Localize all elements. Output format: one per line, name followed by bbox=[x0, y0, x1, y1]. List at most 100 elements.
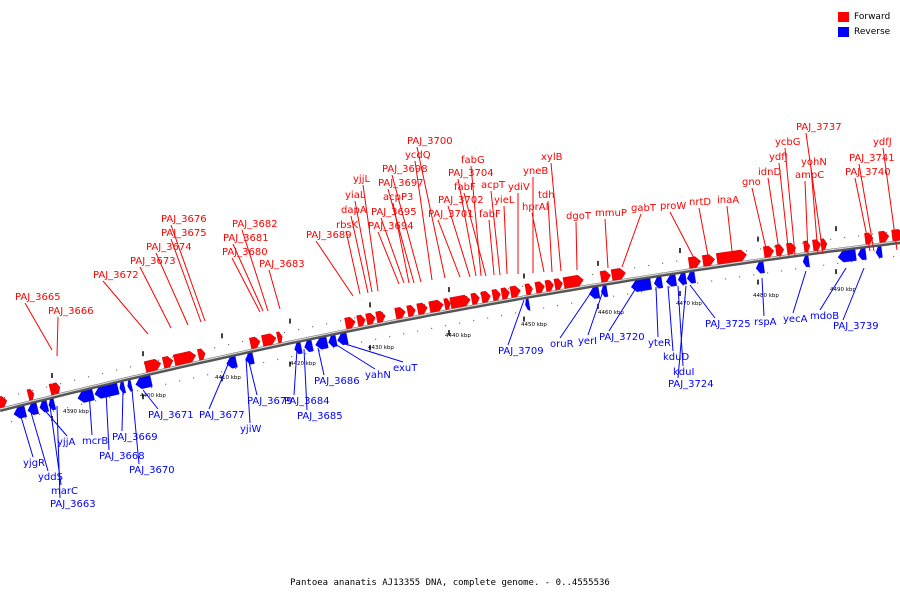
forward-gene-label: PAJ_3673 bbox=[130, 256, 176, 267]
forward-gene-label-leader bbox=[350, 215, 369, 294]
forward-gene-label-leader bbox=[804, 180, 809, 255]
forward-gene-label-leader bbox=[457, 178, 477, 277]
forward-gene-arrow bbox=[524, 283, 533, 296]
scale-dot bbox=[263, 361, 265, 364]
reverse-gene-arrow bbox=[39, 400, 50, 413]
tick-label: 4480 kbp bbox=[753, 293, 779, 299]
dna-backbone-highlight bbox=[0, 240, 900, 410]
scale-dot bbox=[46, 386, 48, 388]
reverse-gene-arrow bbox=[27, 402, 40, 416]
scale-dot bbox=[669, 286, 671, 288]
reverse-gene-label: PAJ_3679 bbox=[247, 396, 293, 407]
forward-gene-arrow bbox=[375, 310, 386, 323]
forward-gene-arrow bbox=[500, 287, 510, 300]
scale-dot bbox=[508, 288, 510, 290]
scale-dot bbox=[795, 268, 797, 270]
reverse-gene-label: yahN bbox=[365, 370, 391, 381]
reverse-gene-arrow bbox=[665, 274, 678, 287]
reverse-gene-label: yteR bbox=[648, 338, 671, 349]
scale-dot bbox=[319, 350, 321, 352]
forward-gene-label-leader bbox=[531, 212, 545, 273]
forward-gene-label-leader bbox=[575, 221, 578, 271]
reverse-gene-arrow bbox=[304, 340, 314, 353]
reverse-gene-label-leader bbox=[293, 348, 298, 396]
forward-gene-label: yohN bbox=[801, 157, 827, 168]
reverse-gene-label-leader bbox=[842, 267, 865, 321]
forward-gene-label: fabG bbox=[461, 155, 485, 166]
scale-dot bbox=[774, 246, 776, 248]
forward-gene-label: fabF bbox=[454, 182, 476, 193]
scale-dot bbox=[893, 255, 895, 257]
forward-gene-label: gno bbox=[742, 177, 761, 188]
reverse-gene-label: oruR bbox=[550, 339, 574, 350]
reverse-gene-arrow bbox=[13, 405, 27, 419]
reverse-gene-label: kduI bbox=[673, 367, 694, 378]
scale-dot bbox=[207, 374, 209, 376]
scale-dot bbox=[571, 302, 573, 304]
forward-gene-label-leader bbox=[377, 231, 400, 285]
forward-gene-label: PAJ_3689 bbox=[306, 230, 352, 241]
scale-dot bbox=[683, 284, 685, 286]
forward-gene-label-leader bbox=[550, 162, 562, 272]
forward-gene-label-leader bbox=[391, 174, 422, 283]
forward-gene-label: idnD bbox=[758, 167, 781, 178]
forward-gene-label-leader bbox=[810, 167, 819, 255]
reverse-gene-label-leader bbox=[88, 391, 93, 436]
scale-dot bbox=[529, 309, 531, 311]
scale-dot bbox=[613, 295, 615, 297]
forward-gene-label: yneB bbox=[523, 166, 548, 177]
reverse-gene-label: PAJ_3739 bbox=[833, 321, 879, 332]
forward-gene-label-leader bbox=[784, 147, 796, 256]
reverse-gene-label-leader bbox=[667, 285, 674, 352]
forward-gene-label-leader bbox=[698, 207, 710, 262]
reverse-gene-arrow bbox=[328, 335, 338, 348]
forward-gene-arrow bbox=[443, 298, 451, 310]
forward-gene-arrow bbox=[161, 356, 174, 369]
scale-dot bbox=[522, 285, 524, 287]
scale-dot bbox=[67, 407, 69, 409]
forward-gene-arrow bbox=[687, 256, 701, 269]
forward-gene-label-leader bbox=[387, 188, 415, 284]
scale-dot bbox=[662, 262, 664, 264]
reverse-gene-label: PAJ_3686 bbox=[314, 376, 360, 387]
forward-gene-label-leader bbox=[547, 200, 553, 273]
forward-gene-label-leader bbox=[490, 190, 501, 276]
scale-dot bbox=[151, 387, 153, 389]
scale-dot bbox=[137, 390, 139, 392]
scale-dot bbox=[74, 379, 76, 381]
reverse-gene-label: PAJ_3671 bbox=[148, 410, 194, 421]
scale-dot bbox=[711, 280, 713, 282]
reverse-gene-label: kduD bbox=[663, 352, 689, 363]
reverse-gene-label-leader bbox=[131, 389, 140, 465]
forward-gene-arrow bbox=[52, 382, 61, 395]
reverse-gene-label-leader bbox=[507, 299, 525, 346]
reverse-swatch bbox=[838, 26, 849, 37]
forward-gene-label: yieL bbox=[494, 195, 515, 206]
genome-caption: Pantoea ananatis AJ13355 DNA, complete g… bbox=[290, 578, 610, 588]
reverse-gene-label-leader bbox=[121, 389, 124, 432]
reverse-gene-arrow bbox=[686, 271, 697, 284]
scale-dot bbox=[291, 355, 293, 358]
forward-gene-label-leader bbox=[767, 177, 781, 258]
scale-dot bbox=[95, 400, 97, 402]
forward-gene-label-leader bbox=[726, 205, 734, 261]
reverse-gene-label-leader bbox=[677, 285, 687, 379]
forward-gene-arrow bbox=[610, 268, 626, 281]
tick-label: 4390 kbp bbox=[63, 409, 89, 415]
forward-gene-arrow bbox=[775, 244, 785, 257]
scale-dot bbox=[634, 267, 636, 269]
forward-gene-label: ydfJ bbox=[873, 137, 892, 148]
reverse-gene-label: PAJ_3677 bbox=[199, 410, 245, 421]
reverse-gene-label: PAJ_3668 bbox=[99, 451, 145, 462]
forward-gene-label: PAJ_3737 bbox=[796, 122, 842, 133]
forward-gene-arrow bbox=[249, 336, 261, 350]
forward-gene-arrow bbox=[0, 396, 8, 409]
reverse-gene-arrow bbox=[837, 249, 857, 263]
forward-gene-arrow bbox=[599, 270, 611, 283]
forward-gene-label: PAJ_3672 bbox=[93, 270, 139, 281]
forward-gene-label-leader bbox=[751, 187, 769, 258]
reverse-gene-label-leader bbox=[655, 286, 659, 338]
reverse-gene-arrow bbox=[315, 336, 329, 350]
scale-dot bbox=[228, 344, 230, 346]
scale-dot bbox=[123, 393, 125, 395]
